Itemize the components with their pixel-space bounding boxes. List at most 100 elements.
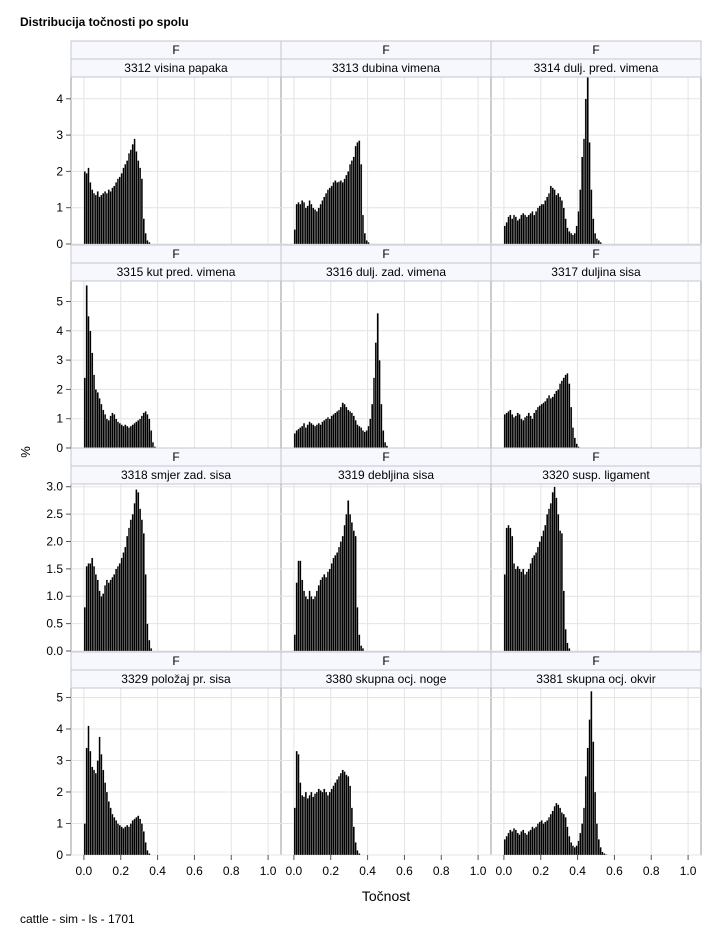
- histogram-bar: [568, 231, 571, 245]
- histogram-bar: [601, 851, 604, 856]
- histogram-bar: [299, 427, 302, 449]
- histogram-bar: [107, 582, 110, 652]
- histogram-bar: [83, 607, 86, 652]
- histogram-bar: [361, 214, 365, 245]
- histogram-bar: [328, 568, 331, 652]
- histogram-bar: [96, 191, 99, 245]
- histogram-bar: [540, 535, 543, 652]
- histogram-bar: [317, 207, 320, 245]
- histogram-bar: [299, 560, 302, 652]
- histogram-bar: [507, 832, 510, 856]
- histogram-bar: [577, 211, 580, 245]
- histogram-bar: [91, 352, 94, 449]
- histogram-bar: [321, 200, 324, 245]
- histogram-bar: [330, 185, 333, 245]
- histogram-bar: [91, 557, 94, 652]
- histogram-bar: [104, 585, 107, 652]
- histogram-bar: [139, 418, 142, 449]
- histogram-bar: [304, 427, 307, 449]
- histogram-bar: [535, 826, 538, 856]
- y-tick-label: 1.0: [46, 589, 63, 603]
- histogram-bar: [109, 807, 112, 856]
- histogram-bar: [102, 409, 105, 449]
- histogram-bar: [133, 503, 136, 652]
- histogram-bar: [597, 240, 600, 245]
- histogram-bar: [527, 568, 530, 652]
- histogram-bar: [321, 576, 324, 652]
- x-tick-label: 1.0: [260, 864, 277, 878]
- x-tick-label: 0.2: [532, 864, 549, 878]
- y-tick-label: 3: [56, 353, 63, 367]
- histogram-bar: [538, 541, 541, 652]
- x-tick-label: 0.8: [433, 864, 450, 878]
- histogram-bar: [332, 785, 335, 856]
- histogram-bar: [547, 395, 551, 449]
- histogram-bar: [514, 829, 517, 856]
- panel-trait-label: 3319 debljina sisa: [338, 468, 434, 482]
- histogram-bar: [325, 576, 328, 652]
- histogram-bar: [302, 202, 306, 245]
- histogram-bar: [520, 571, 523, 652]
- histogram-bar: [115, 820, 118, 856]
- histogram-bar: [321, 791, 324, 856]
- panel-headers: F 3312 visina papaka F 3313 dubina vimena F 3…: [70, 40, 702, 689]
- histogram-bar: [573, 846, 576, 856]
- panel-trait-label: 3320 susp. ligament: [542, 468, 650, 482]
- histogram-bar: [326, 189, 330, 245]
- histogram-bar: [306, 424, 309, 449]
- grid-lines: [71, 77, 701, 856]
- histogram-bar: [301, 200, 304, 245]
- histogram-bar: [531, 211, 534, 245]
- histogram-bar: [540, 820, 543, 856]
- histogram-bar: [295, 203, 298, 245]
- histogram-bar: [520, 418, 523, 449]
- histogram-bar: [566, 642, 569, 652]
- histogram-bar: [92, 374, 96, 449]
- x-tick-label: 0.0: [286, 864, 303, 878]
- histogram-bar: [116, 823, 120, 856]
- histogram-bar: [525, 415, 528, 449]
- histogram-bar: [551, 492, 554, 652]
- histogram-bar: [553, 189, 556, 245]
- panel-label-header: [490, 669, 702, 689]
- histogram-bar: [560, 200, 563, 245]
- histogram-bar: [105, 418, 108, 449]
- histogram-bar: [89, 330, 92, 449]
- histogram-bar: [568, 383, 571, 449]
- histogram-bar: [124, 546, 127, 652]
- histogram-bar: [559, 196, 562, 245]
- x-tick-label: 0.8: [643, 864, 660, 878]
- histogram-bar: [325, 791, 328, 856]
- histogram-bar: [356, 607, 359, 652]
- histogram-bar: [538, 405, 541, 449]
- panel-label-header: [490, 465, 702, 485]
- histogram-bar: [507, 411, 510, 449]
- histogram-bar: [85, 566, 88, 652]
- histogram-bar: [524, 417, 527, 449]
- histogram-bar: [133, 138, 136, 245]
- histogram-bar: [310, 203, 313, 245]
- histogram-bar: [337, 546, 341, 652]
- y-tick-label: 4: [56, 92, 63, 106]
- histogram-bar: [345, 174, 348, 245]
- histogram-bar: [118, 176, 121, 245]
- histogram-bar: [94, 772, 97, 856]
- histogram-bar: [350, 807, 353, 856]
- histogram-bar: [570, 232, 573, 245]
- histogram-bar: [115, 568, 118, 652]
- panel-trait-label: 3316 dulj. zad. vimena: [326, 265, 446, 279]
- histogram-bar: [551, 187, 554, 245]
- histogram-bar: [124, 164, 127, 245]
- histogram-bar: [92, 193, 96, 245]
- histogram-bar: [135, 817, 138, 856]
- histogram-bar: [341, 769, 344, 856]
- y-tick-label: 0: [56, 441, 63, 455]
- histogram-bar: [113, 414, 116, 449]
- x-tick-label: 0.6: [396, 864, 413, 878]
- histogram-bar: [367, 242, 370, 245]
- histogram-bar: [120, 826, 123, 856]
- histogram-bar: [337, 409, 341, 449]
- histogram-bar: [150, 430, 153, 449]
- histogram-bar: [297, 202, 300, 245]
- histogram-bar: [518, 834, 521, 856]
